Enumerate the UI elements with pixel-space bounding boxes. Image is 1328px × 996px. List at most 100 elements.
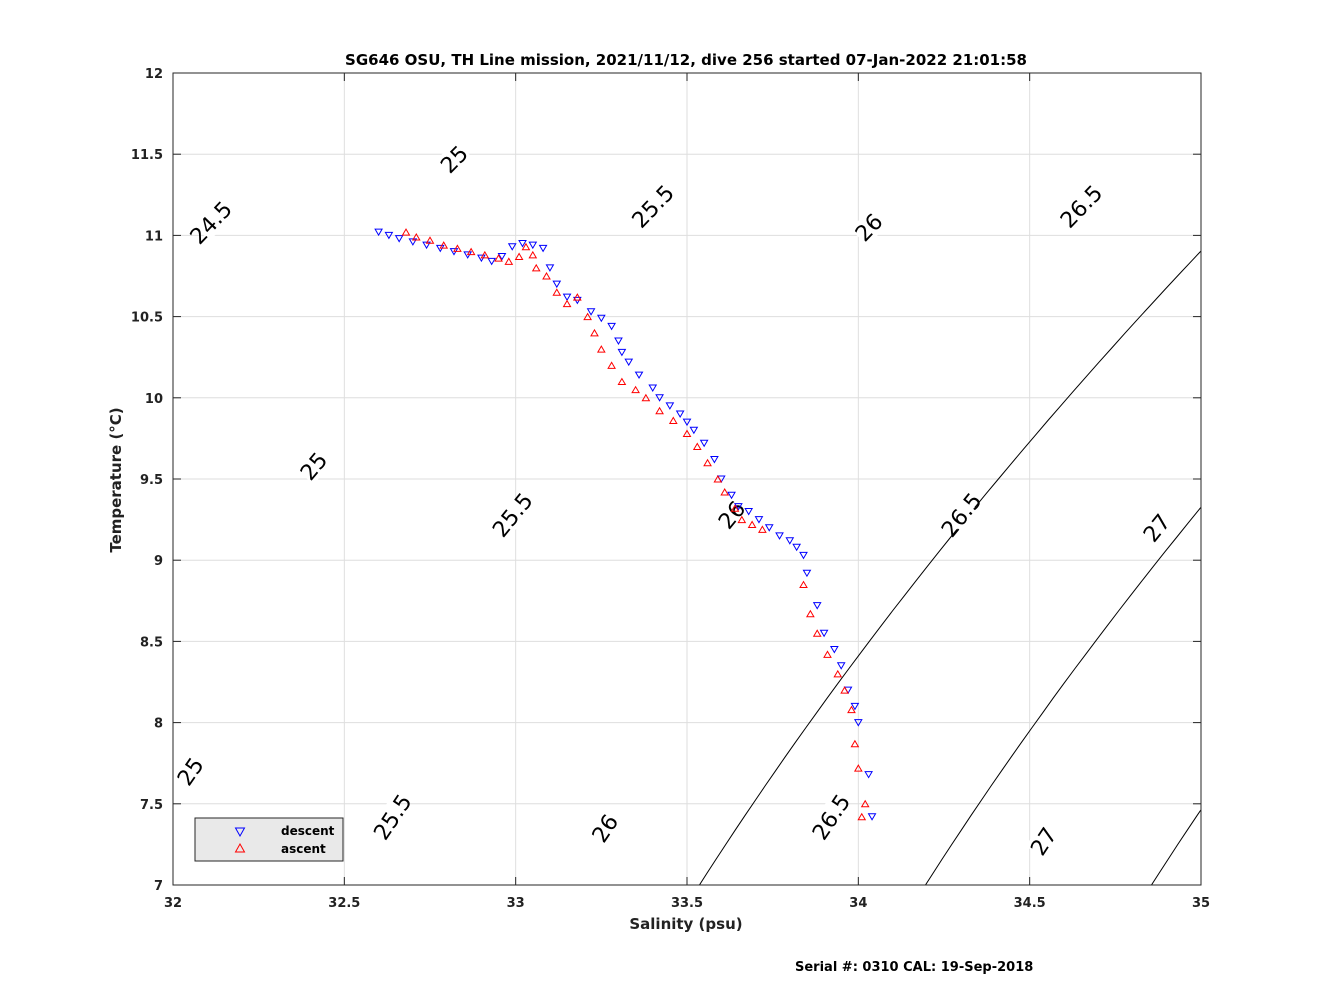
- descent-point: [607, 322, 616, 331]
- ascent-point: [528, 250, 538, 259]
- contour-label-bg: [494, 496, 531, 534]
- ascent-point: [682, 429, 692, 438]
- descent-point: [562, 293, 572, 302]
- descent-point: [528, 241, 538, 250]
- ascent-point: [453, 244, 462, 252]
- descent-point: [648, 384, 658, 393]
- contour-label-bg: [1062, 187, 1100, 225]
- grid-lines: [173, 73, 1201, 885]
- ascent-point: [439, 241, 449, 249]
- density-contour-line: [924, 506, 1201, 885]
- y-tick-label: 7.5: [140, 798, 163, 813]
- contour-label-bg: [192, 203, 230, 241]
- x-axis-label: Salinity (psu): [629, 915, 742, 933]
- y-axis-label: Temperature (°C): [107, 407, 125, 552]
- legend-ascent-label: ascent: [281, 842, 326, 856]
- contour-label-bg: [435, 140, 473, 178]
- x-tick-label: 34.5: [1014, 896, 1046, 911]
- y-tick-label: 11: [145, 229, 163, 244]
- descent-point: [775, 532, 784, 540]
- ascent-point: [480, 250, 490, 259]
- ascent-point: [758, 525, 767, 533]
- chart-title: SG646 OSU, TH Line mission, 2021/11/12, …: [345, 51, 1027, 69]
- descent-point: [586, 308, 596, 316]
- descent-point: [614, 337, 623, 345]
- y-tick-label: 12: [145, 67, 163, 82]
- descent-point: [802, 569, 812, 578]
- y-tick-label: 10.5: [131, 311, 163, 326]
- data-series: [374, 228, 877, 821]
- ascent-point: [562, 299, 572, 308]
- descent-point: [764, 524, 774, 532]
- descent-point: [864, 771, 873, 779]
- descent-point: [853, 719, 863, 727]
- ascent-point: [411, 233, 421, 241]
- x-axis-tick-labels: 32 32.5 33 33.5 34 34.5 35: [164, 896, 1210, 911]
- descent-point: [682, 418, 692, 427]
- ascent-point: [583, 312, 592, 321]
- descent-point: [836, 662, 846, 670]
- ascent-point: [504, 257, 514, 265]
- y-tick-label: 11.5: [131, 148, 163, 163]
- descent-point: [727, 491, 736, 500]
- legend-box: [194, 817, 344, 862]
- descent-point: [384, 231, 394, 240]
- descent-point: [754, 516, 764, 524]
- ascent-point: [494, 254, 503, 262]
- descent-point: [710, 456, 719, 464]
- axis-ticks: [172, 72, 1202, 886]
- ascent-point: [590, 328, 599, 337]
- ascent-point: [850, 739, 860, 748]
- ascent-point: [401, 228, 411, 236]
- descent-point: [394, 235, 404, 243]
- ascent-point: [542, 272, 551, 280]
- descent-point: [617, 348, 627, 357]
- y-tick-label: 8: [154, 717, 163, 732]
- ascent-point: [692, 442, 702, 451]
- descent-point: [596, 314, 606, 323]
- ascent-point: [617, 377, 627, 386]
- ascent-point: [720, 487, 730, 496]
- y-tick-label: 9: [154, 554, 163, 569]
- contour-label-bg: [634, 187, 672, 225]
- descent-point: [734, 503, 743, 511]
- ascent-point: [531, 263, 541, 272]
- ascent-point: [747, 520, 757, 528]
- legend: descent ascent: [194, 817, 344, 862]
- contour-label-bg: [850, 208, 887, 246]
- ascent-point: [847, 705, 856, 714]
- ascent-point: [514, 252, 524, 261]
- ascent-point: [730, 504, 740, 512]
- y-tick-label: 7: [154, 879, 163, 894]
- descent-point: [792, 543, 802, 552]
- contour-label-bg: [1138, 509, 1175, 547]
- descent-point: [699, 439, 709, 448]
- ascent-point: [823, 650, 832, 658]
- contour-label-bg: [942, 496, 980, 534]
- descent-point: [675, 410, 685, 419]
- y-tick-label: 10: [145, 392, 163, 407]
- descent-point: [799, 551, 808, 560]
- series-ascent: [401, 228, 870, 821]
- x-tick-label: 34: [849, 896, 867, 911]
- ascent-point: [607, 361, 616, 369]
- descent-point: [812, 602, 822, 610]
- descent-point: [819, 629, 829, 638]
- contour-label-bg: [172, 752, 208, 790]
- ascent-point: [737, 515, 747, 524]
- descent-point: [487, 257, 497, 266]
- descent-point: [507, 243, 517, 251]
- serial-calibration-note: Serial #: 0310 CAL: 19-Sep-2018: [795, 960, 1033, 975]
- series-descent: [374, 228, 877, 821]
- contour-label-bg: [586, 809, 623, 847]
- descent-point: [408, 238, 418, 246]
- y-tick-label: 8.5: [140, 635, 163, 650]
- contour-label-bg: [295, 447, 332, 485]
- descent-point: [518, 240, 527, 248]
- ascent-point: [833, 669, 843, 678]
- x-tick-label: 32: [164, 896, 182, 911]
- ascent-point: [572, 293, 582, 301]
- ascent-point: [631, 385, 640, 394]
- x-tick-label: 35: [1192, 896, 1210, 911]
